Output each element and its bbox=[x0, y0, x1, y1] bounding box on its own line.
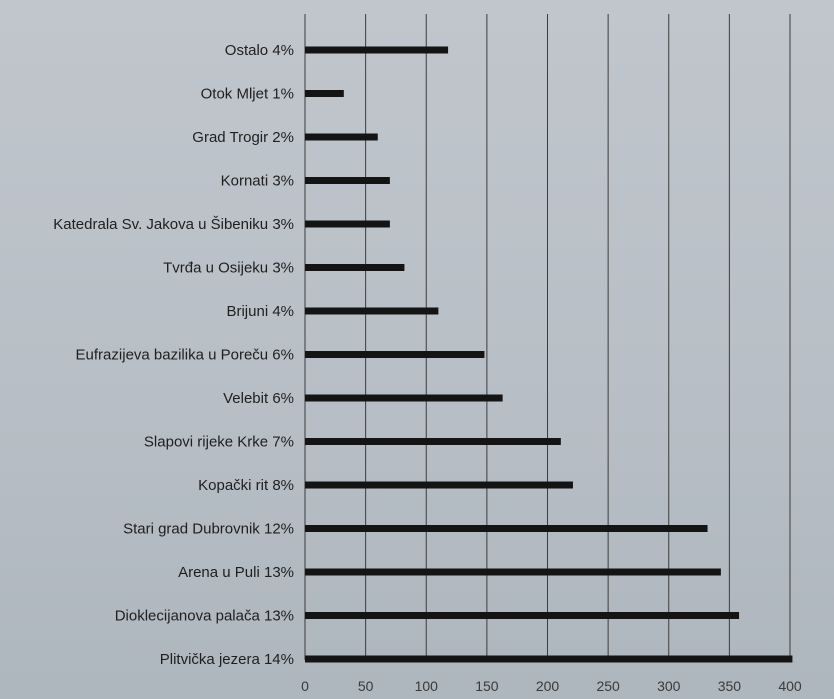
bar bbox=[305, 307, 439, 315]
bar bbox=[305, 655, 793, 663]
x-tick-label: 150 bbox=[475, 678, 499, 694]
x-tick-label: 300 bbox=[657, 678, 681, 694]
category-label: Velebit 6% bbox=[223, 390, 294, 407]
category-label: Tvrđa u Osijeku 3% bbox=[163, 260, 294, 277]
category-label: Brijuni 4% bbox=[226, 303, 294, 320]
category-label: Slapovi rijeke Krke 7% bbox=[144, 434, 294, 451]
category-label: Grad Trogir 2% bbox=[192, 129, 294, 146]
category-label: Otok Mljet 1% bbox=[201, 86, 294, 103]
x-tick-label: 50 bbox=[358, 678, 374, 694]
x-tick-labels: 0 50 100 150 200 250 300 350 400 bbox=[301, 678, 802, 694]
bar bbox=[305, 90, 344, 97]
category-label: Eufrazijeva bazilika u Poreču 6% bbox=[76, 347, 294, 364]
bar bbox=[305, 264, 405, 271]
category-labels: Ostalo 4% Otok Mljet 1% Grad Trogir 2% Korn… bbox=[53, 42, 294, 668]
bar bbox=[305, 133, 378, 141]
bars bbox=[305, 46, 793, 663]
bar bbox=[305, 177, 390, 184]
bar bbox=[305, 438, 561, 445]
bar bbox=[305, 394, 503, 402]
bar bbox=[305, 220, 390, 228]
bar bbox=[305, 46, 449, 54]
bar bbox=[305, 481, 573, 489]
x-tick-label: 100 bbox=[415, 678, 439, 694]
category-label: Dioklecijanova palača 13% bbox=[115, 608, 294, 625]
bar bbox=[305, 612, 740, 619]
x-tick-label: 250 bbox=[596, 678, 620, 694]
x-tick-label: 350 bbox=[718, 678, 742, 694]
category-label: Kopački rit 8% bbox=[198, 477, 294, 494]
category-label: Kornati 3% bbox=[221, 173, 294, 190]
bar bbox=[305, 351, 485, 358]
category-label: Arena u Puli 13% bbox=[178, 564, 294, 581]
bar bbox=[305, 525, 708, 532]
bar bbox=[305, 568, 721, 576]
x-tick-label: 400 bbox=[778, 678, 802, 694]
category-label: Ostalo 4% bbox=[225, 42, 294, 59]
category-label: Stari grad Dubrovnik 12% bbox=[123, 521, 294, 538]
category-label: Plitvička jezera 14% bbox=[160, 651, 294, 668]
gridlines bbox=[304, 14, 791, 660]
x-tick-label: 200 bbox=[536, 678, 560, 694]
x-tick-label: 0 bbox=[301, 678, 309, 694]
category-label: Katedrala Sv. Jakova u Šibeniku 3% bbox=[53, 216, 294, 233]
